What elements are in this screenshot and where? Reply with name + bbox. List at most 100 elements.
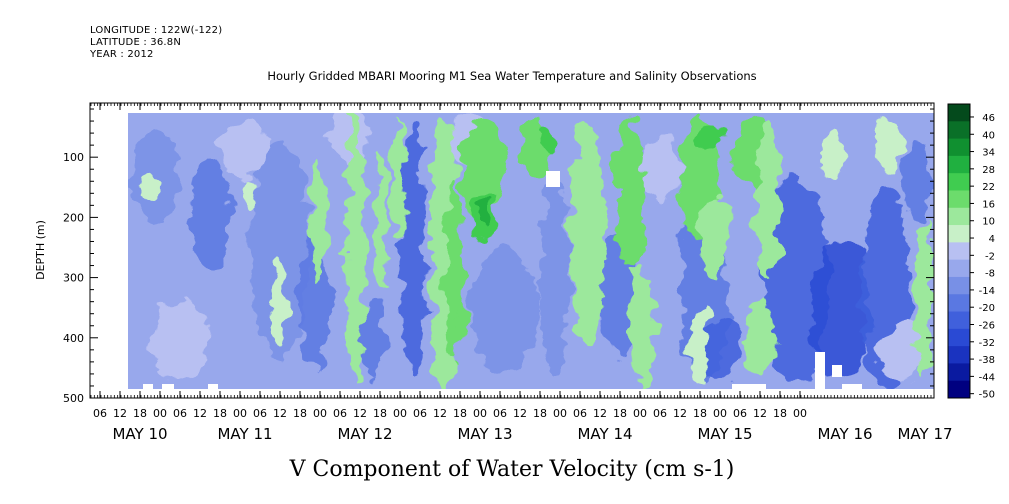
x-hour-label: 00 [633, 407, 647, 420]
negative-patch [700, 320, 740, 380]
positive-patch [630, 260, 655, 389]
x-hour-label: 12 [673, 407, 687, 420]
negative-patch [400, 120, 425, 380]
x-hour-label: 00 [313, 407, 327, 420]
colorbar-label: 46 [982, 113, 995, 124]
heatmap-field [128, 113, 934, 389]
negative-patch [900, 140, 930, 220]
negative-patch [540, 180, 570, 380]
colorbar-label: 10 [982, 217, 995, 228]
positive-patch [755, 120, 780, 280]
colorbar-swatch [948, 138, 970, 157]
colorbar-label: -50 [979, 390, 995, 401]
x-hour-label: 06 [653, 407, 667, 420]
positive-patch [690, 300, 710, 380]
colorbar-label: -26 [979, 321, 995, 332]
positive-patch [375, 150, 389, 290]
colorbar-swatch [948, 259, 970, 278]
plot-frame [89, 102, 935, 399]
x-day-label: MAY 16 [817, 425, 872, 443]
x-hour-label: 00 [553, 407, 567, 420]
missing-data-region [832, 365, 842, 377]
colorbar-swatch [948, 276, 970, 295]
x-hour-label: 12 [353, 407, 367, 420]
positive-patch [345, 115, 365, 385]
x-day-label: MAY 13 [457, 425, 512, 443]
missing-data-region [143, 384, 153, 390]
missing-data-region [91, 104, 128, 397]
colorbar-label: -20 [979, 303, 995, 314]
x-day-label: MAY 14 [577, 425, 632, 443]
missing-data-region [546, 171, 560, 187]
colorbar-label: 22 [982, 182, 995, 193]
missing-data-region [91, 104, 934, 113]
weak-negative-patch [640, 140, 680, 200]
colorbar-label: 4 [989, 234, 995, 245]
x-hour-label: 18 [773, 407, 787, 420]
negative-patch [250, 140, 310, 360]
positive-patch [875, 118, 900, 178]
colorbar-label: -32 [979, 338, 995, 349]
colorbar-swatch [948, 346, 970, 364]
colorbar-label: 40 [982, 130, 995, 141]
colorbar-swatch [948, 242, 970, 261]
colorbar-swatch [948, 104, 970, 122]
y-tick-label: 300 [63, 272, 84, 285]
positive-patch [745, 300, 775, 380]
positive-patch [700, 200, 730, 280]
y-axis: 100 200 300 400 500 [63, 108, 934, 405]
colorbar-label: -2 [985, 251, 995, 262]
x-hour-label: 12 [193, 407, 207, 420]
x-day-label: MAY 12 [337, 425, 392, 443]
missing-data-region [91, 389, 934, 397]
y-axis-label: DEPTH (m) [34, 220, 47, 280]
x-hour-label: 18 [213, 407, 227, 420]
x-day-label: MAY 10 [112, 425, 167, 443]
x-hour-label: 06 [573, 407, 587, 420]
longitude-label: LONGITUDE : 122W(-122) [90, 25, 223, 36]
colorbar-swatch [948, 207, 970, 226]
missing-data-region [842, 384, 862, 390]
colorbar-swatch [948, 190, 970, 209]
positive-core [478, 195, 494, 225]
positive-core [540, 125, 558, 155]
negative-patch [810, 240, 870, 380]
x-axis: 06 12 18 00 06 12 18 00 06 12 18 00 06 12 18 00 06 12 18 00… [90, 103, 953, 443]
x-hour-label: 06 [733, 407, 747, 420]
weak-negative-patch [150, 300, 210, 380]
x-hour-label: 00 [153, 407, 167, 420]
positive-patch [270, 260, 286, 350]
colorbar-label: -38 [979, 355, 995, 366]
x-hour-label: 12 [433, 407, 447, 420]
x-hour-label: 06 [173, 407, 187, 420]
x-hour-label: 18 [293, 407, 307, 420]
missing-data-mask [91, 104, 934, 397]
x-hour-label: 00 [473, 407, 487, 420]
colorbar-label: -44 [979, 372, 995, 383]
positive-patch [915, 220, 933, 380]
negative-patch [190, 160, 230, 270]
colorbar-swatch [948, 328, 970, 347]
x-hour-label: 06 [93, 407, 107, 420]
chart-title: Hourly Gridded MBARI Mooring M1 Sea Wate… [267, 69, 756, 83]
colorbar-swatch [948, 155, 970, 174]
negative-patch [470, 250, 540, 370]
positive-core [455, 300, 467, 340]
x-hour-label: 12 [273, 407, 287, 420]
x-axis-label: V Component of Water Velocity (cm s-1) [289, 457, 735, 482]
x-hour-label: 06 [493, 407, 507, 420]
x-hour-label: 18 [373, 407, 387, 420]
positive-core [700, 125, 720, 145]
positive-patch [820, 130, 845, 180]
x-hour-label: 12 [513, 407, 527, 420]
colorbar: 46 40 34 28 22 16 10 4 -2 -8 -14 -20 -26 -32 -38 -44 -50 [947, 103, 995, 401]
colorbar-swatch [948, 380, 970, 399]
x-day-label: MAY 15 [697, 425, 752, 443]
x-day-label: MAY 11 [217, 425, 272, 443]
x-hour-label: 18 [693, 407, 707, 420]
missing-data-region [815, 352, 825, 390]
y-tick-label: 500 [63, 392, 84, 405]
x-hour-label: 00 [793, 407, 807, 420]
positive-patch [140, 170, 160, 200]
